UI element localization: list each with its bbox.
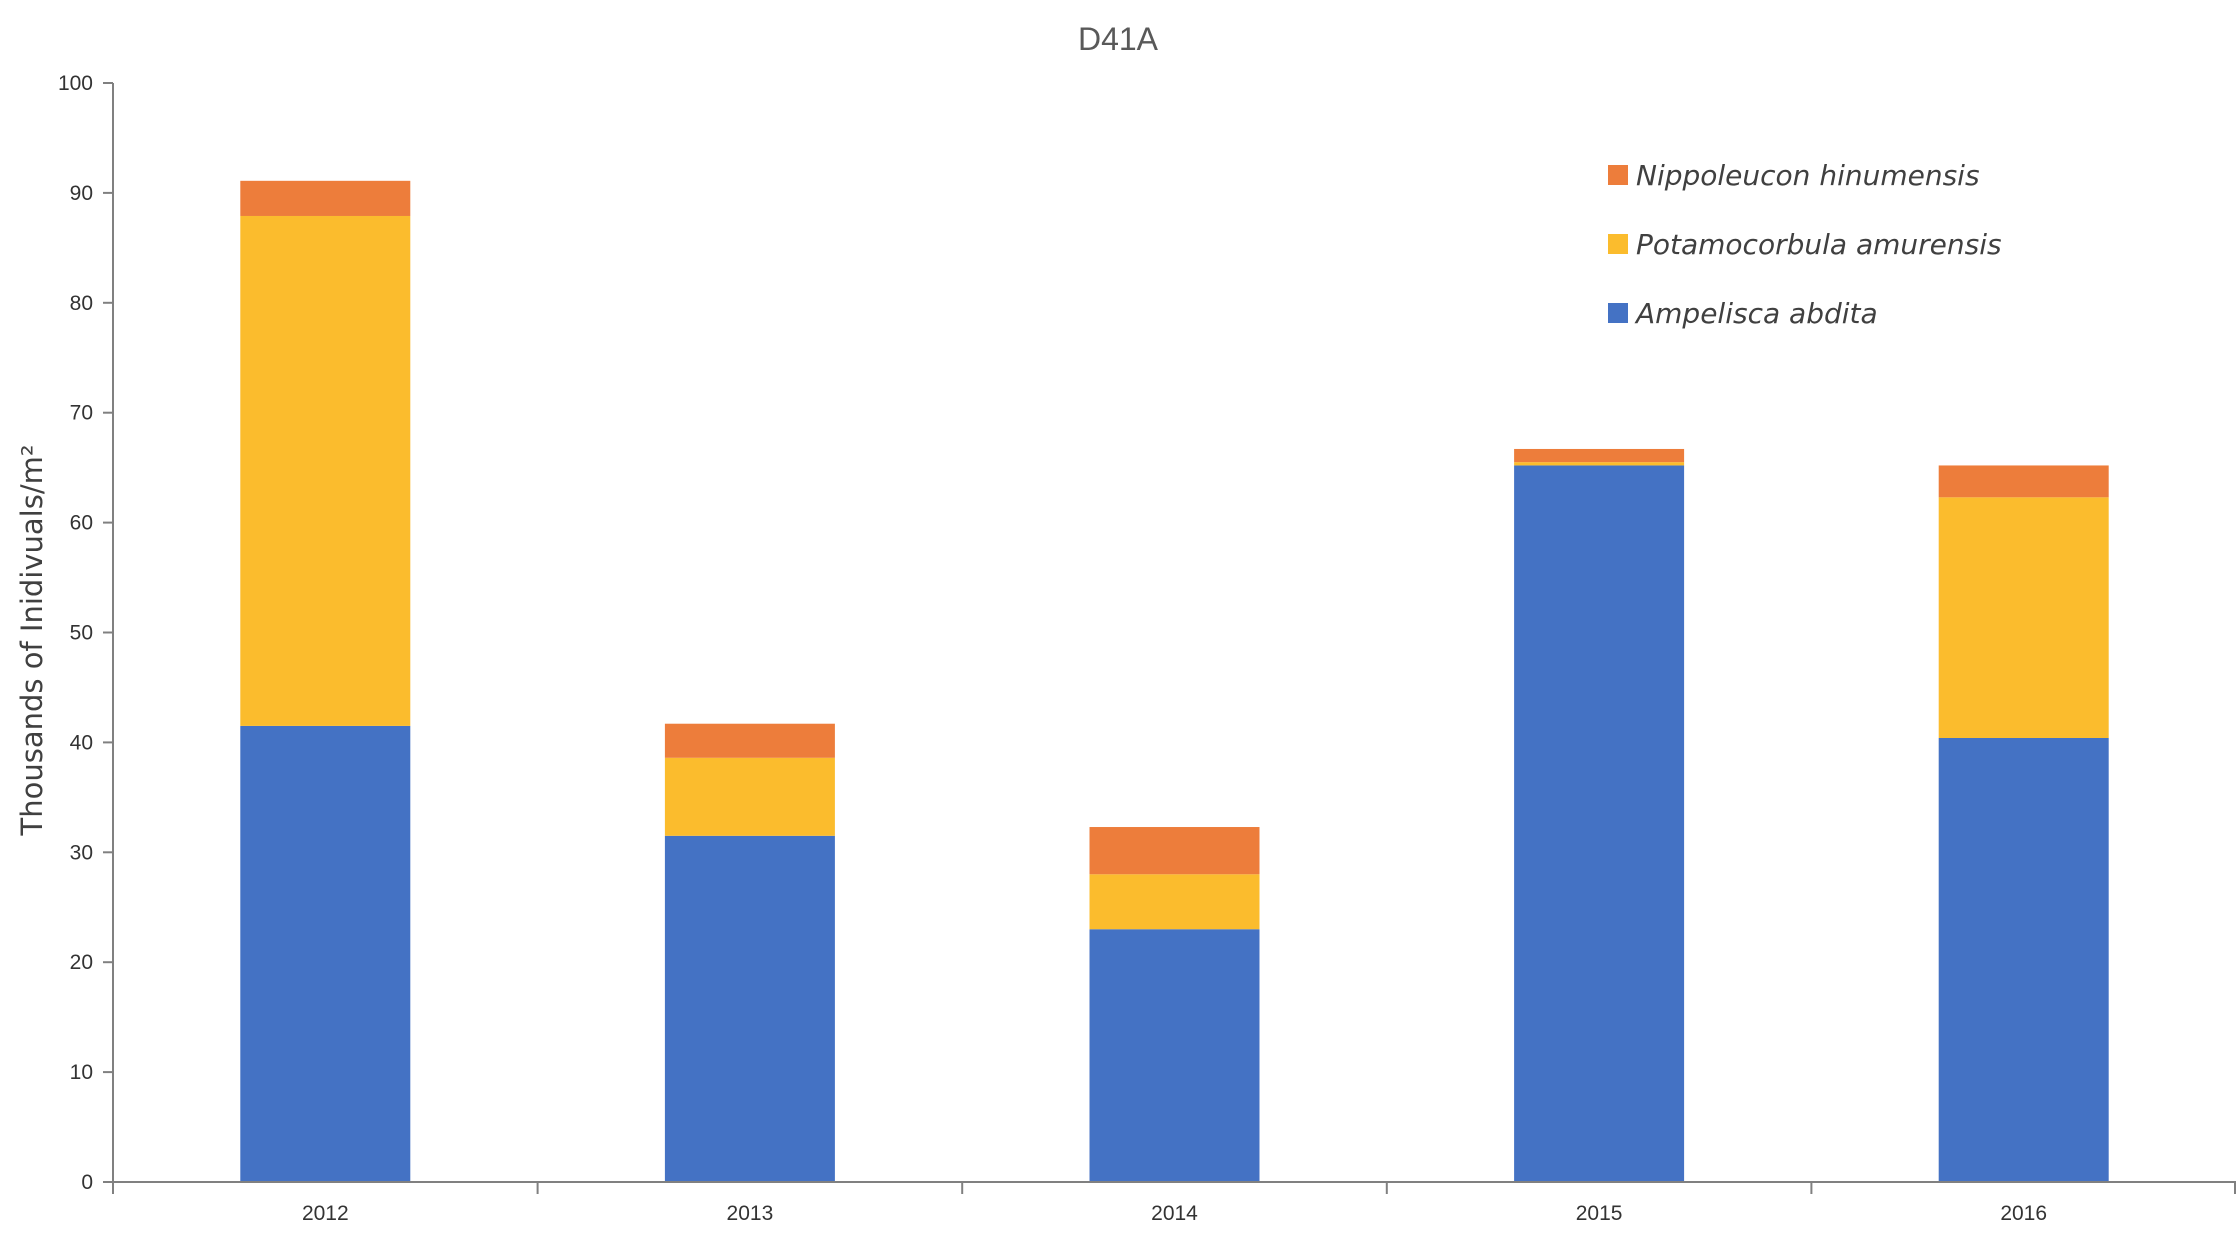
bar-segment-potamocorbula-amurensis — [664, 757, 835, 836]
chart-title: D41A — [1078, 21, 1159, 57]
y-tick-label: 70 — [70, 402, 93, 425]
y-tick-label: 40 — [70, 731, 93, 754]
legend-entry: Ampelisca abdita — [1634, 297, 1878, 330]
bar-segment-nippoleucon-hinumensis — [1514, 448, 1685, 463]
bar-segment-nippoleucon-hinumensis — [664, 723, 835, 758]
y-tick-label: 60 — [70, 512, 93, 535]
y-tick-label: 0 — [81, 1171, 93, 1194]
bar-segment-ampelisca-abdita — [664, 835, 835, 1182]
x-tick-label: 2014 — [1151, 1202, 1198, 1225]
legend-entry: Potamocorbula amurensis — [1636, 228, 2002, 261]
y-tick-label: 90 — [70, 182, 93, 205]
bar-segment-nippoleucon-hinumensis — [240, 180, 411, 216]
x-tick-label: 2015 — [1576, 1202, 1623, 1225]
bar-segment-ampelisca-abdita — [1514, 465, 1685, 1182]
legend-swatch — [1608, 303, 1628, 323]
bar-segment-potamocorbula-amurensis — [1089, 874, 1260, 930]
y-tick-label: 20 — [70, 951, 93, 974]
y-tick-label: 10 — [70, 1061, 93, 1084]
x-tick-label: 2016 — [2000, 1202, 2047, 1225]
bar-segment-potamocorbula-amurensis — [1514, 462, 1685, 466]
x-tick-label: 2012 — [302, 1202, 349, 1225]
bar-segment-nippoleucon-hinumensis — [1089, 827, 1260, 875]
plot-area: 0 10 20 30 40 50 60 70 80 90 100 2012 2013 2014 2015 20… — [58, 72, 2236, 1225]
x-tick-label: 2013 — [727, 1202, 774, 1225]
bar-segment-nippoleucon-hinumensis — [1938, 465, 2109, 498]
bar-segment-potamocorbula-amurensis — [1938, 497, 2109, 739]
bar-segment-ampelisca-abdita — [1938, 738, 2109, 1182]
y-axis-label: Thousands of Inidivuals/m² — [15, 445, 49, 837]
legend-entry: Nippoleucon hinumensis — [1636, 159, 1980, 192]
legend-swatch — [1608, 165, 1628, 185]
bar-segment-potamocorbula-amurensis — [240, 215, 411, 726]
y-tick-label: 50 — [70, 622, 93, 645]
y-tick-label: 100 — [58, 72, 93, 95]
y-tick-label: 30 — [70, 841, 93, 864]
bar-segment-ampelisca-abdita — [240, 725, 411, 1182]
legend-swatch — [1608, 234, 1628, 254]
bar-segment-ampelisca-abdita — [1089, 929, 1260, 1182]
legend: Nippoleucon hinumensis Potamocorbula amur… — [1608, 159, 2002, 330]
y-tick-label: 80 — [70, 292, 93, 315]
